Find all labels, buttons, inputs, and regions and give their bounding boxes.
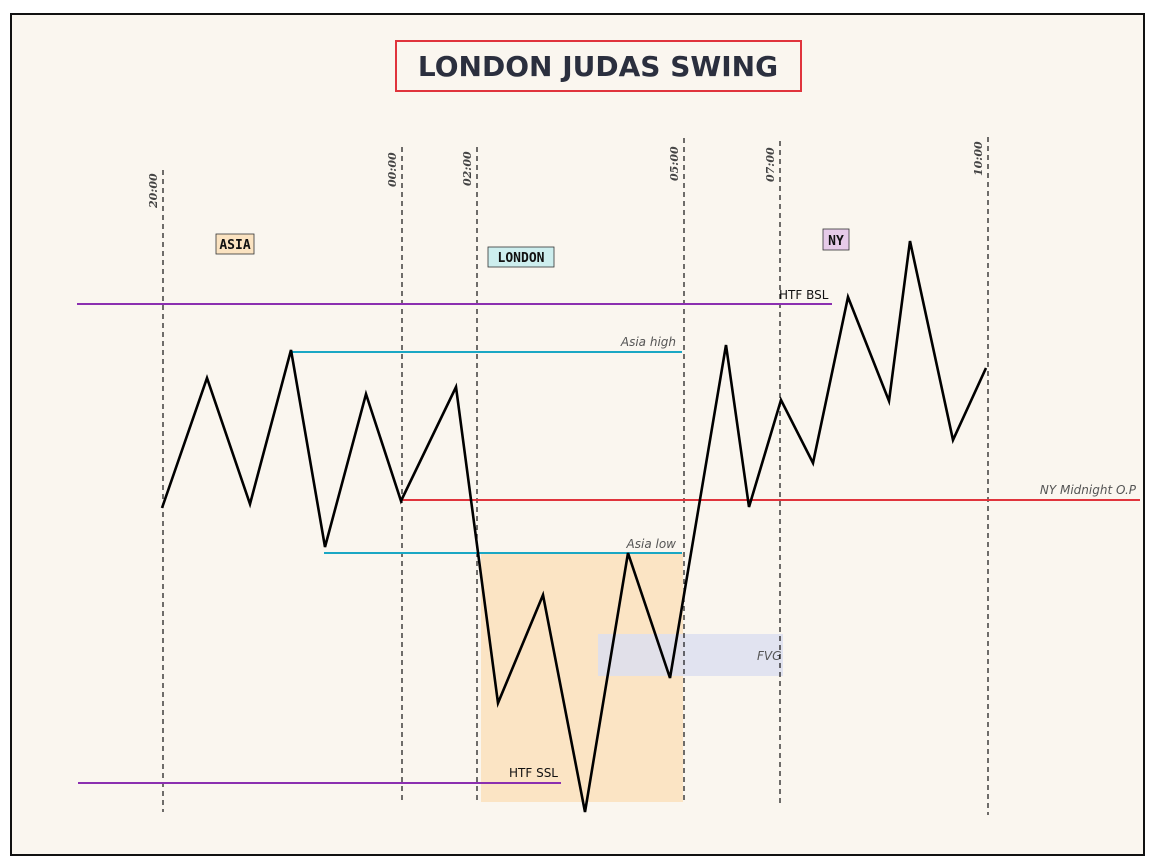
time-label-0200: 02:00	[461, 151, 474, 186]
session-london-tag: LONDON	[487, 246, 555, 268]
price-path	[160, 240, 988, 813]
ny-midnight-op-label: NY Midnight O.P	[1040, 483, 1137, 497]
judas-zone	[481, 553, 683, 802]
asia-high-label: Asia high	[620, 335, 676, 349]
fvg-zone	[598, 634, 783, 676]
htf-bsl-label: HTF BSL	[779, 288, 829, 302]
session-ny-label: NY	[828, 234, 844, 249]
time-label-1000: 10:00	[972, 141, 985, 176]
title-box: LONDON JUDAS SWING	[395, 40, 802, 92]
session-asia-label: ASIA	[219, 238, 250, 253]
fvg-label: FVG	[757, 649, 781, 663]
asia-low-label: Asia low	[626, 537, 677, 551]
time-label-0700: 07:00	[764, 147, 777, 182]
diagram-title: LONDON JUDAS SWING	[418, 50, 778, 83]
time-label-0000: 00:00	[386, 152, 399, 187]
time-label-2000: 20:00	[147, 173, 160, 209]
time-label-0500: 05:00	[668, 146, 681, 181]
htf-ssl-label: HTF SSL	[509, 766, 558, 780]
session-london-label: LONDON	[498, 251, 545, 266]
session-ny-tag: NY	[822, 228, 850, 251]
session-asia-tag: ASIA	[215, 233, 255, 255]
time-lines	[162, 137, 989, 815]
time-labels: 20:00 00:00 02:00 05:00 07:00 10:00	[147, 141, 985, 209]
